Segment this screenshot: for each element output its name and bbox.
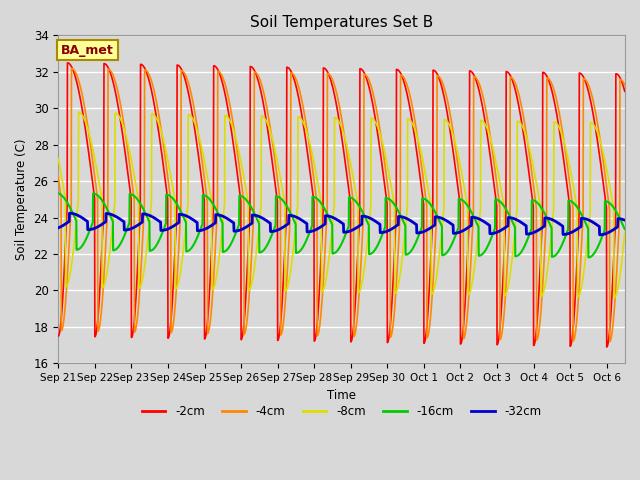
Title: Soil Temperatures Set B: Soil Temperatures Set B — [250, 15, 433, 30]
Text: BA_met: BA_met — [61, 44, 114, 57]
Legend: -2cm, -4cm, -8cm, -16cm, -32cm: -2cm, -4cm, -8cm, -16cm, -32cm — [137, 401, 546, 423]
X-axis label: Time: Time — [327, 389, 356, 402]
Y-axis label: Soil Temperature (C): Soil Temperature (C) — [15, 139, 28, 260]
